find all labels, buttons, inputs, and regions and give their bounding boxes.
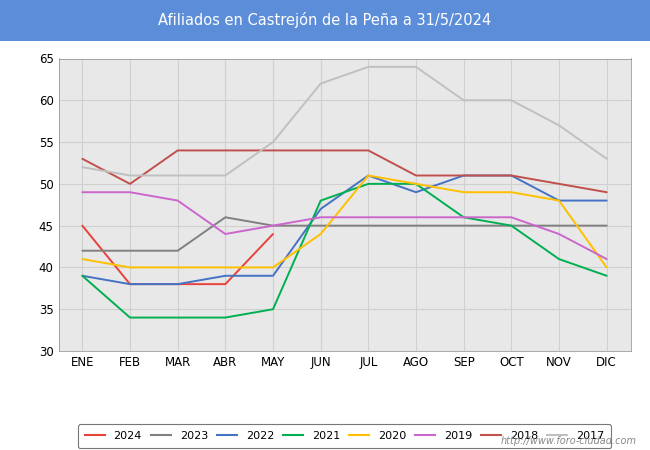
- Text: Afiliados en Castrejón de la Peña a 31/5/2024: Afiliados en Castrejón de la Peña a 31/5…: [159, 12, 491, 28]
- Legend: 2024, 2023, 2022, 2021, 2020, 2019, 2018, 2017: 2024, 2023, 2022, 2021, 2020, 2019, 2018…: [78, 424, 611, 448]
- Text: http://www.foro-ciudad.com: http://www.foro-ciudad.com: [501, 436, 637, 446]
